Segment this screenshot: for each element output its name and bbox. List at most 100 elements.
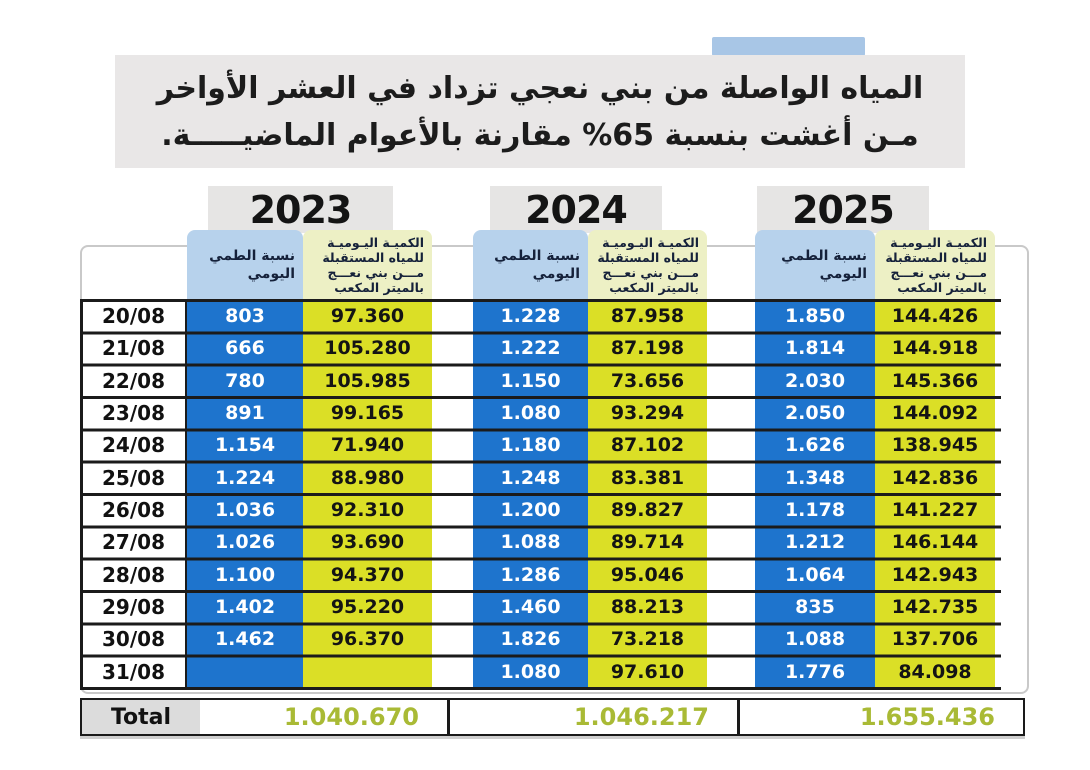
value-cell: 141.227	[875, 493, 995, 527]
value-cell: 1.100	[187, 558, 303, 591]
total-2025: 1.655.436	[737, 700, 1023, 734]
value-cell: 144.426	[875, 300, 995, 333]
date-column-right-border	[184, 300, 187, 688]
value-cell: 93.690	[303, 526, 432, 559]
value-cell: 105.985	[303, 364, 432, 397]
value-cell: 144.092	[875, 396, 995, 430]
value-cell: 2.050	[755, 396, 875, 430]
date-cell: 22/08	[82, 364, 185, 397]
value-cell: 1.222	[473, 332, 588, 365]
value-cell: 666	[187, 332, 303, 365]
value-cell: 1.178	[755, 493, 875, 527]
date-cell: 28/08	[82, 558, 185, 591]
accent-bar	[712, 37, 865, 56]
quantity-column-2023: 97.360 105.280 105.985 99.165 71.940 88.…	[303, 300, 432, 688]
value-cell: 146.144	[875, 526, 995, 559]
value-cell: 1.776	[755, 655, 875, 688]
date-cell: 25/08	[82, 461, 185, 494]
value-cell: 88.213	[588, 590, 707, 624]
date-cell: 26/08	[82, 493, 185, 527]
value-cell: 138.945	[875, 429, 995, 462]
value-cell: 95.220	[303, 590, 432, 624]
value-cell: 87.102	[588, 429, 707, 462]
header-quantity-2025: الكميـة اليـوميـة للمياه المستقبلة مـــن…	[875, 230, 995, 300]
quantity-column-2025: 144.426 144.918 145.366 144.092 138.945 …	[875, 300, 995, 688]
value-cell: 1.150	[473, 364, 588, 397]
header-silt-2024: نسبة الطمي اليومي	[473, 230, 588, 300]
value-cell: 105.280	[303, 332, 432, 365]
value-cell: 1.626	[755, 429, 875, 462]
value-cell: 84.098	[875, 655, 995, 688]
value-cell	[303, 655, 432, 688]
date-cell: 31/08	[82, 655, 185, 688]
header-quantity-2023: الكميـة اليـوميـة للمياه المستقبلة مـــن…	[303, 230, 432, 300]
silt-column-2023: 803 666 780 891 1.154 1.224 1.036 1.026 …	[187, 300, 303, 688]
date-cell: 23/08	[82, 396, 185, 430]
value-cell: 142.943	[875, 558, 995, 591]
total-label: Total	[82, 700, 200, 734]
value-cell: 142.836	[875, 461, 995, 494]
value-cell: 1.180	[473, 429, 588, 462]
value-cell: 1.088	[755, 623, 875, 656]
title-line2: مـن أغشت بنسبة 65% مقارنة بالأعوام الماض…	[161, 117, 919, 153]
value-cell: 1.036	[187, 493, 303, 527]
value-cell: 73.218	[588, 623, 707, 656]
value-cell: 1.826	[473, 623, 588, 656]
value-cell: 144.918	[875, 332, 995, 365]
value-cell: 1.402	[187, 590, 303, 624]
value-cell: 1.088	[473, 526, 588, 559]
value-cell: 1.248	[473, 461, 588, 494]
value-cell: 1.228	[473, 300, 588, 333]
silt-column-2024: 1.228 1.222 1.150 1.080 1.180 1.248 1.20…	[473, 300, 588, 688]
value-cell	[187, 655, 303, 688]
value-cell: 1.080	[473, 396, 588, 430]
value-cell: 1.154	[187, 429, 303, 462]
value-cell: 1.460	[473, 590, 588, 624]
value-cell: 93.294	[588, 396, 707, 430]
value-cell: 891	[187, 396, 303, 430]
value-cell: 97.360	[303, 300, 432, 333]
quantity-column-2024: 87.958 87.198 73.656 93.294 87.102 83.38…	[588, 300, 707, 688]
date-cell: 30/08	[82, 623, 185, 656]
total-2024: 1.046.217	[447, 700, 737, 734]
header-silt-2025: نسبة الطمي اليومي	[755, 230, 875, 300]
value-cell: 1.348	[755, 461, 875, 494]
value-cell: 73.656	[588, 364, 707, 397]
date-column: 20/08 21/08 22/08 23/08 24/08 25/08 26/0…	[82, 300, 185, 688]
value-cell: 1.462	[187, 623, 303, 656]
value-cell: 1.224	[187, 461, 303, 494]
total-row: Total 1.040.670 1.046.217 1.655.436	[80, 698, 1025, 736]
year-header-2023: 2023	[208, 186, 393, 233]
value-cell: 94.370	[303, 558, 432, 591]
year-header-2024: 2024	[490, 186, 662, 233]
date-cell: 20/08	[82, 300, 185, 333]
total-2023: 1.040.670	[283, 703, 419, 731]
value-cell: 780	[187, 364, 303, 397]
value-cell: 87.198	[588, 332, 707, 365]
value-cell: 142.735	[875, 590, 995, 624]
value-cell: 137.706	[875, 623, 995, 656]
value-cell: 96.370	[303, 623, 432, 656]
header-silt-2023: نسبة الطمي اليومي	[187, 230, 303, 300]
value-cell: 1.850	[755, 300, 875, 333]
year-header-2025: 2025	[757, 186, 929, 233]
value-cell: 71.940	[303, 429, 432, 462]
date-column-left-border	[80, 300, 83, 688]
silt-column-2025: 1.850 1.814 2.030 2.050 1.626 1.348 1.17…	[755, 300, 875, 688]
value-cell: 1.080	[473, 655, 588, 688]
value-cell: 803	[187, 300, 303, 333]
value-cell: 88.980	[303, 461, 432, 494]
value-cell: 92.310	[303, 493, 432, 527]
value-cell: 95.046	[588, 558, 707, 591]
date-cell: 24/08	[82, 429, 185, 462]
date-cell: 27/08	[82, 526, 185, 559]
value-cell: 1.064	[755, 558, 875, 591]
date-cell: 29/08	[82, 590, 185, 624]
value-cell: 835	[755, 590, 875, 624]
title-line1: المياه الواصلة من بني نعجي تزداد في العش…	[156, 70, 924, 106]
value-cell: 2.030	[755, 364, 875, 397]
value-cell: 145.366	[875, 364, 995, 397]
date-cell: 21/08	[82, 332, 185, 365]
value-cell: 89.714	[588, 526, 707, 559]
